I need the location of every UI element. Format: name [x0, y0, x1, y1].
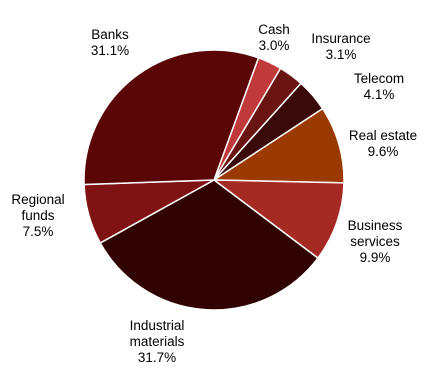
- slice-category-label: Telecom: [354, 71, 404, 86]
- slice-value-label: 7.5%: [23, 224, 54, 239]
- slice-category-label: funds: [21, 208, 54, 223]
- slice-label-telecom: Telecom 4.1%: [354, 71, 404, 102]
- slice-value-label: 31.7%: [138, 350, 176, 365]
- slice-label-business-services: Business services 9.9%: [348, 218, 403, 265]
- slice-category-label: Banks: [91, 27, 129, 42]
- slice-value-label: 9.9%: [360, 250, 391, 265]
- slice-value-label: 4.1%: [364, 87, 395, 102]
- slice-value-label: 3.1%: [326, 47, 357, 62]
- slice-category-label: Cash: [258, 22, 290, 37]
- slice-category-label: services: [350, 234, 400, 249]
- slice-category-label: Industrial: [130, 318, 185, 333]
- pie-slices: [83, 49, 345, 311]
- slice-category-label: Regional: [11, 192, 64, 207]
- slice-category-label: materials: [130, 334, 185, 349]
- pie-slice-real-estate: [213, 107, 345, 184]
- slice-label-real-estate: Real estate 9.6%: [349, 128, 417, 159]
- slice-category-label: Real estate: [349, 128, 417, 143]
- slice-value-label: 3.0%: [259, 38, 290, 53]
- slice-category-label: Business: [348, 218, 403, 233]
- slice-label-insurance: Insurance 3.1%: [311, 31, 370, 62]
- pie-slice-industrial-materials: [99, 179, 319, 311]
- slice-label-cash: Cash 3.0%: [258, 22, 290, 53]
- pie-labels: Cash 3.0% Insurance 3.1% Telecom 4.1% Real est…: [11, 22, 417, 365]
- slice-label-banks: Banks 31.1%: [91, 27, 129, 58]
- slice-value-label: 9.6%: [368, 144, 399, 159]
- slice-value-label: 31.1%: [91, 43, 129, 58]
- slice-label-industrial-materials: Industrial materials 31.7%: [130, 318, 185, 365]
- pie-slice-banks: [83, 49, 260, 186]
- slice-category-label: Insurance: [311, 31, 370, 46]
- pie-slice-business-services: [213, 179, 345, 259]
- slice-label-regional-funds: Regional funds 7.5%: [11, 192, 64, 239]
